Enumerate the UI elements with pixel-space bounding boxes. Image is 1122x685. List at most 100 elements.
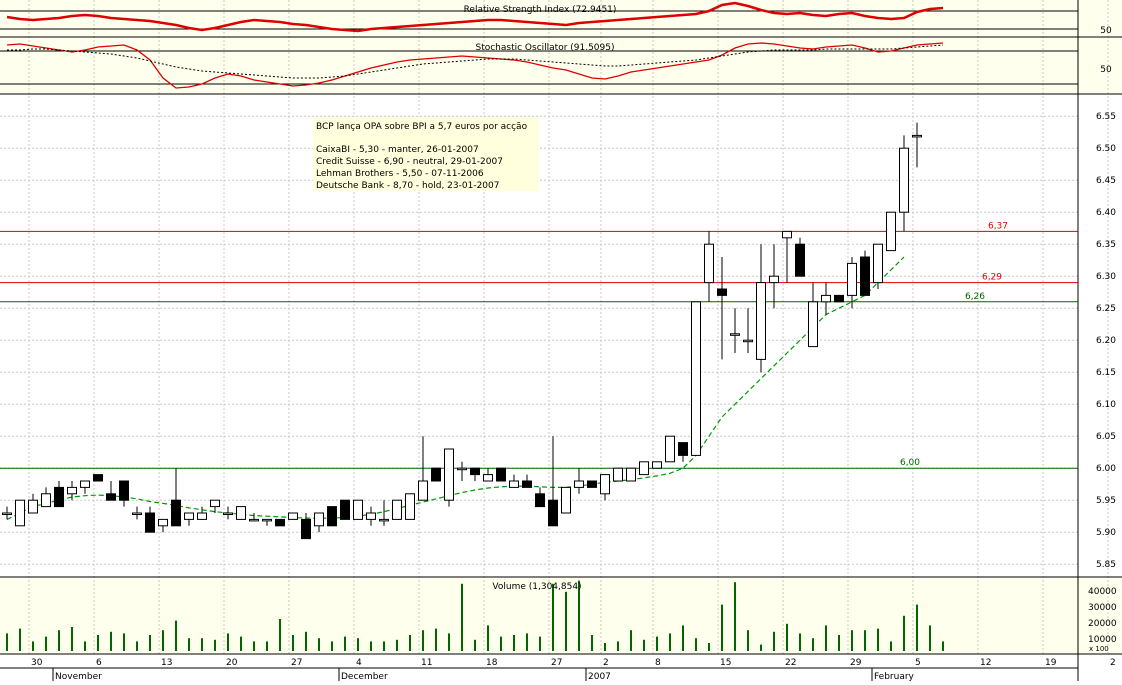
candlestick <box>119 480 129 507</box>
volume-title: Volume (1,304,854) <box>492 582 581 592</box>
level-lines: 6,37 6,29 6,26 6,00 <box>0 221 1078 469</box>
candlestick <box>314 512 324 533</box>
candle-body-down <box>54 486 64 508</box>
price-tick-label: 6.30 <box>1096 272 1116 282</box>
candle-body-up <box>353 499 363 520</box>
price-tick-label: 6.35 <box>1096 240 1116 250</box>
candlestick <box>548 436 558 527</box>
moving-average-line <box>6 256 905 520</box>
date-tick-label: 4 <box>356 658 362 668</box>
candlestick <box>41 487 51 508</box>
candle-body-up <box>444 448 454 501</box>
candle-body-up <box>184 512 194 520</box>
candlestick <box>236 506 246 520</box>
candlestick <box>366 506 376 526</box>
candlestick <box>457 461 467 481</box>
candlestick <box>678 442 688 462</box>
level-label: 6,29 <box>982 273 1002 283</box>
candle-body-up <box>314 512 324 527</box>
candle-body-up <box>873 243 883 284</box>
candlestick <box>587 480 597 488</box>
candlestick <box>886 211 896 252</box>
candlestick <box>249 513 259 522</box>
candle-body-down <box>470 467 480 476</box>
candle-body-down <box>275 518 285 527</box>
candle-body-up <box>262 518 272 522</box>
price-tick-label: 6.00 <box>1096 464 1116 474</box>
date-tick-label: 22 <box>785 658 796 668</box>
candlestick <box>431 467 441 482</box>
candlestick <box>15 499 25 527</box>
candlestick <box>483 468 493 482</box>
volume-tick-label: 10000 <box>1088 635 1117 645</box>
candle-body-down <box>119 480 129 501</box>
price-tick-label: 5.90 <box>1096 528 1116 538</box>
stochastic-panel-background <box>0 38 1122 94</box>
candlestick <box>379 500 389 526</box>
candlestick <box>106 481 116 501</box>
candlestick <box>80 480 90 494</box>
date-tick-label: 27 <box>551 658 562 668</box>
candlestick <box>444 448 454 507</box>
candlestick <box>327 506 337 527</box>
candle-body-down <box>431 467 441 482</box>
candlestick <box>67 481 77 501</box>
stochastic-d-line <box>7 44 944 79</box>
candle-body-up <box>392 499 402 520</box>
candle-body-up <box>236 506 246 520</box>
candle-body-up <box>405 493 415 520</box>
candle-body-up <box>67 486 77 495</box>
volume-tick-label: 30000 <box>1088 603 1117 613</box>
candlestick <box>197 506 207 520</box>
candle-body-up <box>808 301 818 348</box>
moving-average <box>6 256 905 520</box>
candlestick <box>223 506 233 520</box>
candle-body-up <box>210 499 220 508</box>
rsi-panel <box>6 1 944 33</box>
candlestick <box>353 499 363 520</box>
candle-body-down <box>340 499 350 520</box>
candle-body-down <box>496 467 506 482</box>
candle-body-up <box>652 461 662 469</box>
candle-body-up <box>756 282 766 360</box>
candle-body-up <box>899 147 909 213</box>
notes-headline: BCP lança OPA sobre BPI a 5,7 euros por … <box>316 122 528 132</box>
candlestick <box>860 250 870 296</box>
date-tick-label: 5 <box>915 658 921 668</box>
candlestick <box>847 257 857 309</box>
candlestick <box>158 518 168 533</box>
candle-body-up <box>886 211 896 252</box>
price-tick-label: 5.85 <box>1096 560 1116 570</box>
candle-body-down <box>106 493 116 501</box>
stochastic-level-label: 50 <box>1100 65 1112 75</box>
date-tick-label: 11 <box>421 658 432 668</box>
level-label: 6,26 <box>965 292 985 302</box>
candlestick <box>418 436 428 501</box>
candlestick <box>795 237 805 277</box>
date-tick-label: 27 <box>291 658 302 668</box>
price-tick-label: 6.40 <box>1096 208 1116 218</box>
volume-bars <box>6 580 944 651</box>
level-label: 6,37 <box>988 221 1008 231</box>
candlestick <box>132 506 142 520</box>
candlestick <box>704 231 714 302</box>
volume-tick-label: 20000 <box>1088 619 1117 629</box>
candlestick <box>834 294 844 303</box>
date-tick-label: 2 <box>1110 658 1116 668</box>
notes-line-3: Lehman Brothers - 5,50 - 07-11-2006 <box>316 169 484 179</box>
price-tick-label: 6.10 <box>1096 400 1116 410</box>
notes-box <box>313 117 539 191</box>
candlestick <box>288 512 298 520</box>
rsi-level-label: 50 <box>1100 26 1112 36</box>
candlestick <box>535 487 545 508</box>
candlestick <box>912 122 922 168</box>
candlestick <box>2 506 12 520</box>
price-tick-label: 6.50 <box>1096 144 1116 154</box>
month-label: 2007 <box>588 672 611 681</box>
candle-body-down <box>860 256 870 296</box>
candle-body-up <box>847 262 857 296</box>
candle-body-up <box>41 493 51 508</box>
price-tick-label: 6.55 <box>1096 112 1116 122</box>
rsi-line <box>6 1 944 33</box>
